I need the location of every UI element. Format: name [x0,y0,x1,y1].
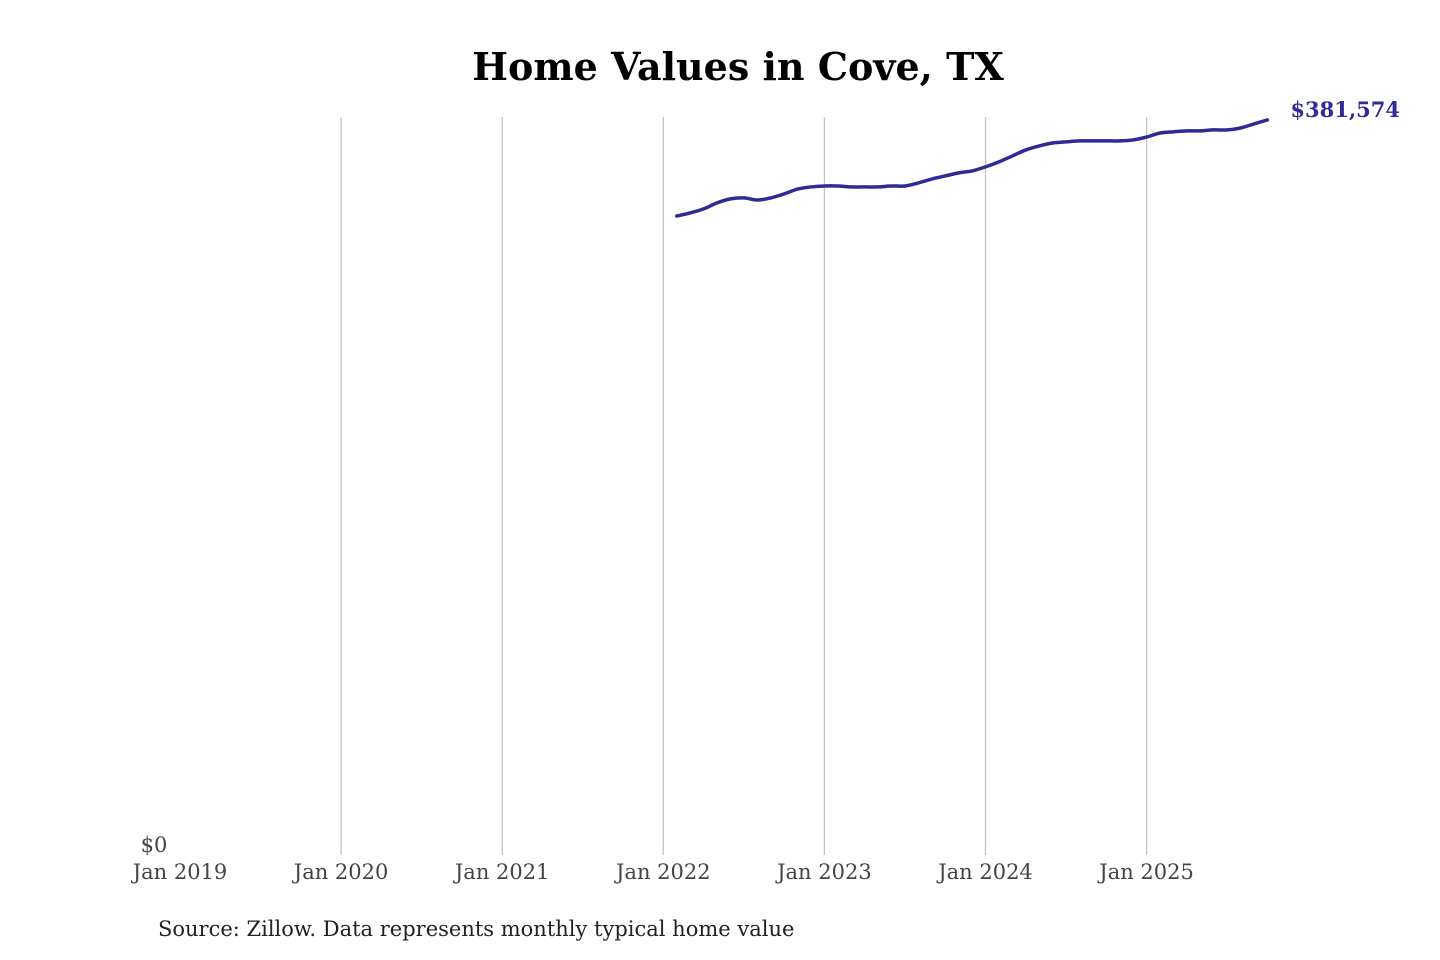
x-tick-label: Jan 2019 [131,860,228,884]
x-tick-label: Jan 2020 [292,860,389,884]
x-axis-ticks: Jan 2019 Jan 2020 Jan 2021 Jan 2022 Jan 2023… [131,860,1194,884]
end-value-label: $381,574 [1290,97,1400,122]
x-tick-label: Jan 2022 [614,860,711,884]
chart-title: Home Values in Cove, TX [472,44,1004,89]
y-tick-label: $0 [141,833,168,857]
series-line [674,118,1270,218]
x-tick-label: Jan 2024 [936,860,1033,884]
x-tick-label: Jan 2025 [1097,860,1194,884]
gridlines [340,117,1148,855]
x-tick-label: Jan 2023 [775,860,872,884]
source-note: Source: Zillow. Data represents monthly … [158,917,795,941]
x-tick-label: Jan 2021 [453,860,550,884]
